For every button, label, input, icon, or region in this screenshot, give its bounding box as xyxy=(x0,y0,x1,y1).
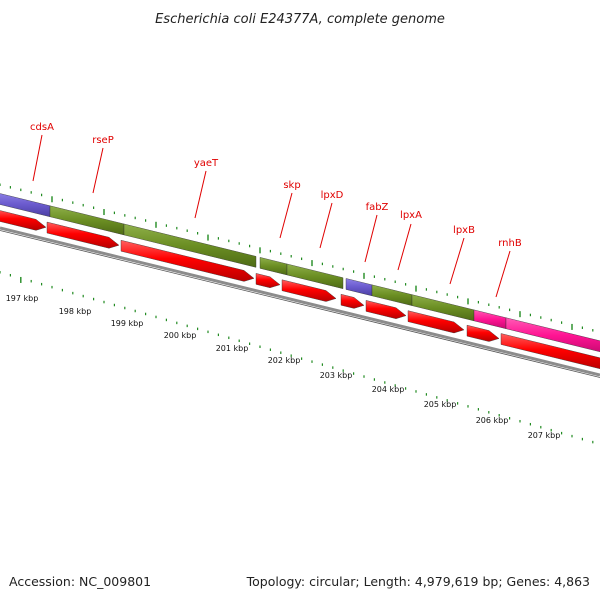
kbp-label: 201 kbp xyxy=(216,344,249,353)
genome-summary-text: Topology: circular; Length: 4,979,619 bp… xyxy=(246,574,590,589)
gene-label-rsep: rseP xyxy=(92,135,114,146)
reverse-cds-track xyxy=(0,210,600,370)
kbp-label: 207 kbp xyxy=(528,431,561,440)
reverse-cds-arrow xyxy=(500,333,600,370)
kbp-label: 199 kbp xyxy=(111,319,144,328)
kbp-label: 200 kbp xyxy=(164,331,197,340)
reverse-cds-arrow xyxy=(365,300,407,319)
kbp-scale-labels: 197 kbp 198 kbp 199 kbp 200 kbp 201 kbp … xyxy=(6,294,561,440)
label-leader-line xyxy=(279,192,293,239)
kbp-label: 206 kbp xyxy=(476,416,509,425)
genome-backbone xyxy=(0,226,600,377)
reverse-cds-arrow xyxy=(120,239,255,282)
label-leader-line xyxy=(397,223,412,271)
kbp-label: 197 kbp xyxy=(6,294,39,303)
reverse-cds-arrow xyxy=(407,310,465,334)
label-leader-line xyxy=(495,250,511,298)
gene-label-lpxa: lpxA xyxy=(400,210,422,221)
kbp-label: 204 kbp xyxy=(372,385,405,394)
gene-label-skp: skp xyxy=(283,180,300,191)
genome-backbone-shade xyxy=(0,230,600,378)
forward-cds-track xyxy=(0,193,600,353)
cds-block-green xyxy=(259,257,288,276)
gene-label-fabz: fabZ xyxy=(366,202,389,213)
reverse-cds-arrow xyxy=(340,293,365,309)
cds-block-green xyxy=(371,284,413,306)
cds-block-purple xyxy=(345,278,373,297)
label-leader-line xyxy=(364,214,378,263)
label-leader-line xyxy=(319,202,333,249)
reverse-cds-arrow xyxy=(281,279,337,302)
gene-label-lpxb: lpxB xyxy=(453,225,475,236)
cds-block-green xyxy=(286,263,344,289)
upper-tick-row xyxy=(0,183,594,332)
gene-label-rnhb: rnhB xyxy=(498,238,522,249)
kbp-label: 198 kbp xyxy=(59,307,92,316)
gene-label-leaders xyxy=(32,134,511,298)
kbp-label: 203 kbp xyxy=(320,371,353,380)
label-leader-line xyxy=(194,170,207,219)
kbp-label: 202 kbp xyxy=(268,356,301,365)
label-leader-line xyxy=(32,134,43,182)
label-leader-line xyxy=(449,237,465,285)
gene-label-lpxd: lpxD xyxy=(321,190,344,201)
cds-block-pink xyxy=(505,317,600,353)
reverse-cds-arrow xyxy=(255,273,281,288)
kbp-label: 205 kbp xyxy=(424,400,457,409)
map-title: Escherichia coli E24377A, complete genom… xyxy=(155,12,445,27)
lower-tick-row xyxy=(0,271,594,444)
reverse-cds-arrow xyxy=(466,324,500,342)
gene-labels: cdsA rseP yaeT skp lpxD fabZ lpxA lpxB r… xyxy=(30,122,522,249)
accession-text: Accession: NC_009801 xyxy=(9,574,151,589)
label-leader-line xyxy=(92,147,104,194)
cds-block-green xyxy=(123,223,257,268)
cds-block-pink xyxy=(473,309,507,329)
reverse-cds-arrow xyxy=(0,210,47,231)
gene-label-yaet: yaeT xyxy=(194,158,219,169)
reverse-cds-arrow xyxy=(46,221,120,249)
gene-label-cdsa: cdsA xyxy=(30,122,54,133)
